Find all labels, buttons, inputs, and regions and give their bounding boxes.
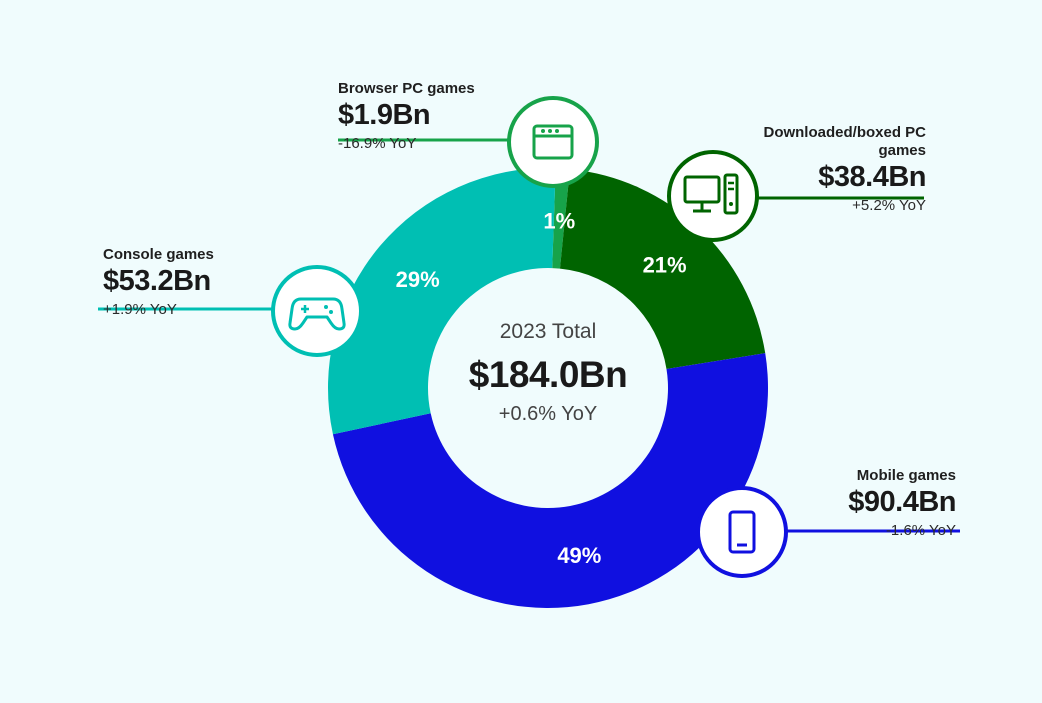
chart-center: 2023 Total $184.0Bn +0.6% YoY <box>428 318 668 426</box>
slice-browser <box>552 168 570 269</box>
gamepad-icon <box>271 265 363 357</box>
slice-downloaded <box>559 169 766 370</box>
label-mobile: Mobile games $90.4Bn -1.6% YoY <box>756 467 956 541</box>
pct-label-downloaded: 21% <box>643 252 687 277</box>
slice-mobile <box>332 353 769 609</box>
pct-label-browser: 1% <box>543 208 575 233</box>
browser-window-icon <box>507 96 599 188</box>
mobile-name: Mobile games <box>856 467 956 484</box>
label-console: Console games $53.2Bn +1.9% YoY <box>103 246 214 320</box>
desktop-pc-icon <box>667 150 759 242</box>
center-yoy: +0.6% YoY <box>498 403 598 425</box>
downloaded-yoy: +5.2% YoY <box>852 197 926 214</box>
slice-console <box>328 168 556 435</box>
mobile-value: $90.4Bn <box>848 486 956 518</box>
browser-name: Browser PC games <box>338 80 475 97</box>
label-browser: Browser PC games $1.9Bn -16.9% YoY <box>338 80 475 154</box>
console-yoy: +1.9% YoY <box>103 301 177 318</box>
mobile-yoy: -1.6% YoY <box>885 522 956 539</box>
smartphone-icon <box>696 486 788 578</box>
browser-value: $1.9Bn <box>338 99 431 131</box>
pct-label-mobile: 49% <box>557 543 601 568</box>
downloaded-value: $38.4Bn <box>818 161 926 193</box>
console-value: $53.2Bn <box>103 265 211 297</box>
pct-label-console: 29% <box>396 267 440 292</box>
center-title: 2023 Total <box>499 320 597 343</box>
downloaded-name: Downloaded/boxed PC games <box>763 124 926 159</box>
label-downloaded: Downloaded/boxed PC games $38.4Bn +5.2% … <box>746 124 926 216</box>
console-name: Console games <box>103 246 214 263</box>
browser-yoy: -16.9% YoY <box>338 135 417 152</box>
center-total-value: $184.0Bn <box>468 354 628 395</box>
